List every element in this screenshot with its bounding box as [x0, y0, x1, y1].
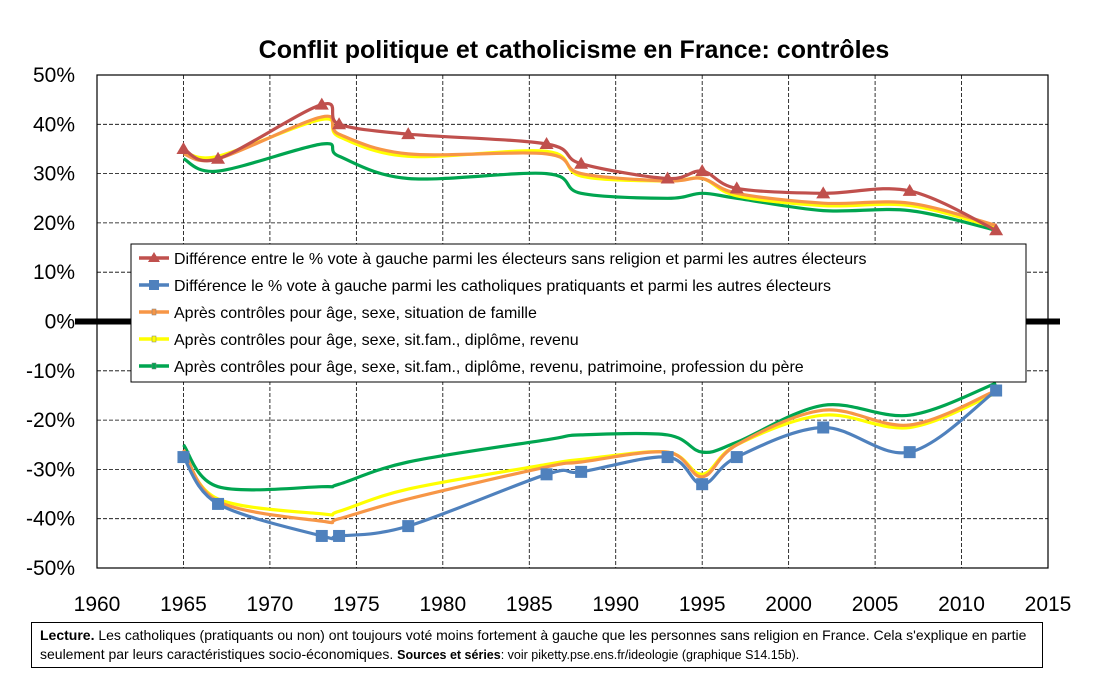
note-lead: Lecture. — [40, 627, 95, 643]
data-point-square — [903, 446, 916, 459]
data-point-triangle — [574, 156, 589, 169]
legend-label: Après contrôles pour âge, sexe, sit.fam.… — [174, 359, 804, 376]
series-5-line-upper — [182, 142, 997, 232]
plot-border — [96, 74, 1049, 569]
note-text: Les catholiques (pratiquants ou non) ont… — [40, 627, 1027, 662]
y-tick-label: 50% — [33, 64, 75, 87]
legend-marker-icon — [151, 362, 157, 370]
legend-label: Différence entre le % vote à gauche parm… — [174, 251, 867, 268]
y-tick-label: -40% — [26, 508, 75, 531]
x-tick-label: 1965 — [160, 593, 207, 616]
series-4-line-upper — [183, 117, 997, 230]
series-5 — [182, 142, 997, 492]
data-point-triangle — [989, 223, 1004, 236]
legend-item-1: Différence entre le % vote à gauche parm… — [139, 251, 867, 268]
chart-title: Conflit politique et catholicisme en Fra… — [259, 36, 890, 64]
note-sources-text: : voir piketty.pse.ens.fr/ideologie (gra… — [500, 648, 800, 662]
data-point-triangle — [211, 151, 226, 164]
y-tick-label: -10% — [26, 360, 75, 383]
y-tick-label: 30% — [33, 163, 75, 186]
series-5-line-lower — [182, 381, 997, 492]
data-point-square — [730, 451, 743, 464]
legend-marker-icon — [151, 335, 157, 343]
series-layer — [176, 97, 1004, 542]
series-3-line-upper — [183, 114, 997, 227]
legend-label: Après contrôles pour âge, sexe, situatio… — [174, 305, 537, 322]
series-3 — [182, 114, 997, 525]
reading-note: Lecture. Les catholiques (pratiquants ou… — [31, 622, 1043, 668]
data-point-triangle — [332, 117, 347, 130]
data-point-triangle — [401, 127, 416, 140]
series-4 — [182, 117, 997, 517]
data-point-triangle — [902, 183, 917, 196]
x-tick-label: 1995 — [679, 593, 726, 616]
data-point-triangle — [695, 164, 710, 177]
data-point-square — [212, 497, 225, 510]
data-point-triangle — [314, 97, 329, 110]
series-2 — [177, 384, 1003, 542]
data-point-square — [696, 478, 709, 491]
y-tick-label: -50% — [26, 557, 75, 580]
y-tick-label: 0% — [45, 311, 75, 334]
data-point-triangle — [729, 181, 744, 194]
data-point-triangle — [816, 186, 831, 199]
x-axis-ticks: 1960 1965 1970 1975 1980 1985 1990 1995 2000 2005… — [74, 593, 1072, 616]
x-tick-label: 2005 — [852, 593, 899, 616]
data-point-triangle — [176, 141, 191, 154]
legend-item-5: Après contrôles pour âge, sexe, sit.fam.… — [139, 359, 804, 376]
y-tick-label: 20% — [33, 212, 75, 235]
x-tick-label: 1985 — [506, 593, 553, 616]
data-point-square — [333, 529, 346, 542]
y-tick-label: -20% — [26, 409, 75, 432]
data-point-square — [817, 421, 830, 434]
legend-label: Après contrôles pour âge, sexe, sit.fam.… — [174, 332, 579, 349]
data-point-square — [990, 384, 1003, 397]
data-point-triangle — [539, 137, 554, 150]
legend-square-icon — [149, 280, 159, 290]
data-point-square — [575, 465, 588, 478]
x-tick-label: 2015 — [1025, 593, 1072, 616]
y-tick-label: 10% — [33, 261, 75, 284]
chart: Conflit politique et catholicisme en Fra… — [26, 36, 1072, 616]
legend-item-2: Différence le % vote à gauche parmi les … — [139, 278, 831, 295]
data-point-square — [661, 451, 674, 464]
data-point-triangle — [660, 171, 675, 184]
series-4-line-lower — [182, 391, 997, 517]
series-3-line-lower — [182, 389, 997, 525]
legend-item-4: Après contrôles pour âge, sexe, sit.fam.… — [139, 332, 579, 349]
data-point-square — [402, 520, 415, 533]
y-axis-ticks: 50% 40% 30% 20% 10% 0% -10% -20% -30% -40% -50% — [26, 64, 75, 580]
x-tick-label: 1970 — [247, 593, 294, 616]
legend-item-3: Après contrôles pour âge, sexe, situatio… — [139, 305, 537, 322]
legend: Différence entre le % vote à gauche parm… — [130, 243, 1027, 383]
data-point-square — [540, 468, 553, 481]
data-point-square — [315, 529, 328, 542]
x-tick-label: 1975 — [333, 593, 380, 616]
legend-box — [130, 243, 1027, 383]
y-tick-label: -30% — [26, 458, 75, 481]
x-tick-label: 1980 — [419, 593, 466, 616]
y-tick-label: 40% — [33, 113, 75, 136]
x-tick-label: 2000 — [765, 593, 812, 616]
x-tick-label: 1990 — [592, 593, 639, 616]
data-point-square — [177, 451, 190, 464]
legend-triangle-icon — [148, 252, 160, 262]
x-tick-label: 1960 — [74, 593, 121, 616]
series-1 — [176, 97, 1004, 236]
legend-marker-icon — [151, 308, 157, 316]
note-sources-label: Sources et séries — [397, 648, 501, 662]
legend-label: Différence le % vote à gauche parmi les … — [174, 278, 831, 295]
x-tick-label: 2010 — [938, 593, 985, 616]
